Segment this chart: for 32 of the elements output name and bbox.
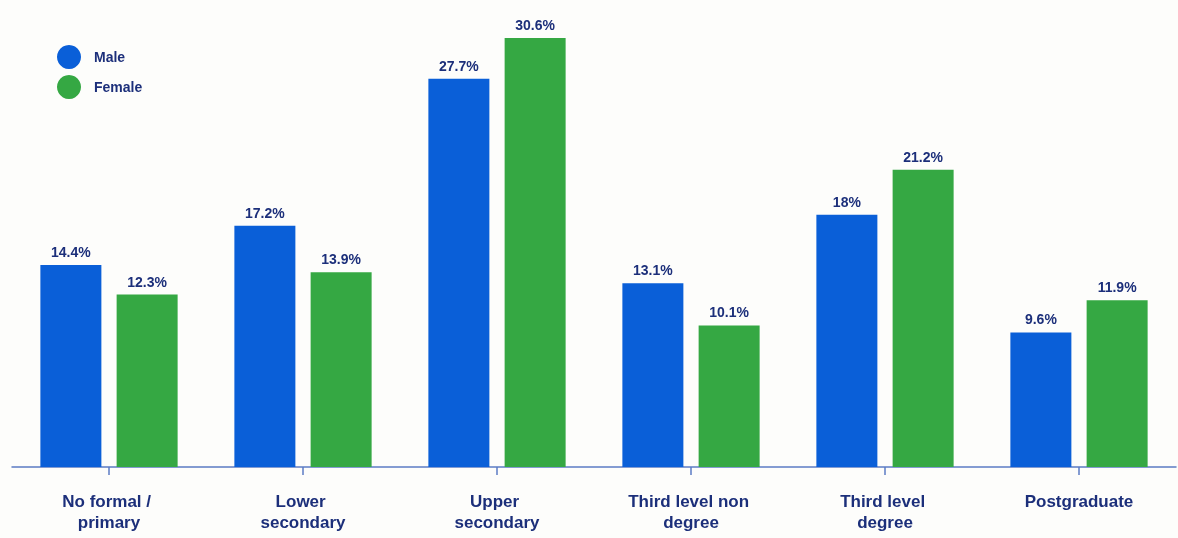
data-label: 30.6% [515, 17, 556, 33]
bar [698, 325, 760, 467]
legend-label: Female [94, 79, 143, 95]
x-tick-label: Third level degree [840, 492, 930, 532]
x-tick-label: No formal / primary [62, 492, 156, 532]
bar [40, 265, 102, 467]
legend-label: Male [94, 49, 126, 65]
data-label: 17.2% [245, 204, 286, 221]
data-label: 18% [832, 193, 862, 210]
data-label: 10.1% [709, 304, 750, 321]
bar [892, 169, 954, 467]
data-label: 13.9% [321, 251, 362, 268]
x-tick-label: Third level non degree [628, 492, 754, 532]
data-label: 27.7% [439, 57, 480, 74]
x-tick-label: Postgraduate [1024, 492, 1134, 511]
bar [504, 38, 566, 467]
data-label: 9.6% [1024, 311, 1058, 328]
x-tick-label: Lower secondary [260, 492, 347, 532]
bar [1086, 300, 1148, 467]
data-label: 21.2% [903, 148, 944, 165]
bar [310, 272, 372, 467]
data-label: 14.4% [51, 244, 92, 261]
bar [1010, 332, 1072, 467]
bar [816, 214, 878, 467]
data-label: 12.3% [127, 273, 168, 290]
bar [116, 294, 178, 467]
bar [234, 225, 296, 467]
bar [622, 283, 684, 467]
bar [428, 78, 490, 467]
x-tick-label: Upper secondary [454, 492, 541, 532]
data-label: 13.1% [633, 262, 674, 279]
data-label: 11.9% [1097, 279, 1138, 296]
